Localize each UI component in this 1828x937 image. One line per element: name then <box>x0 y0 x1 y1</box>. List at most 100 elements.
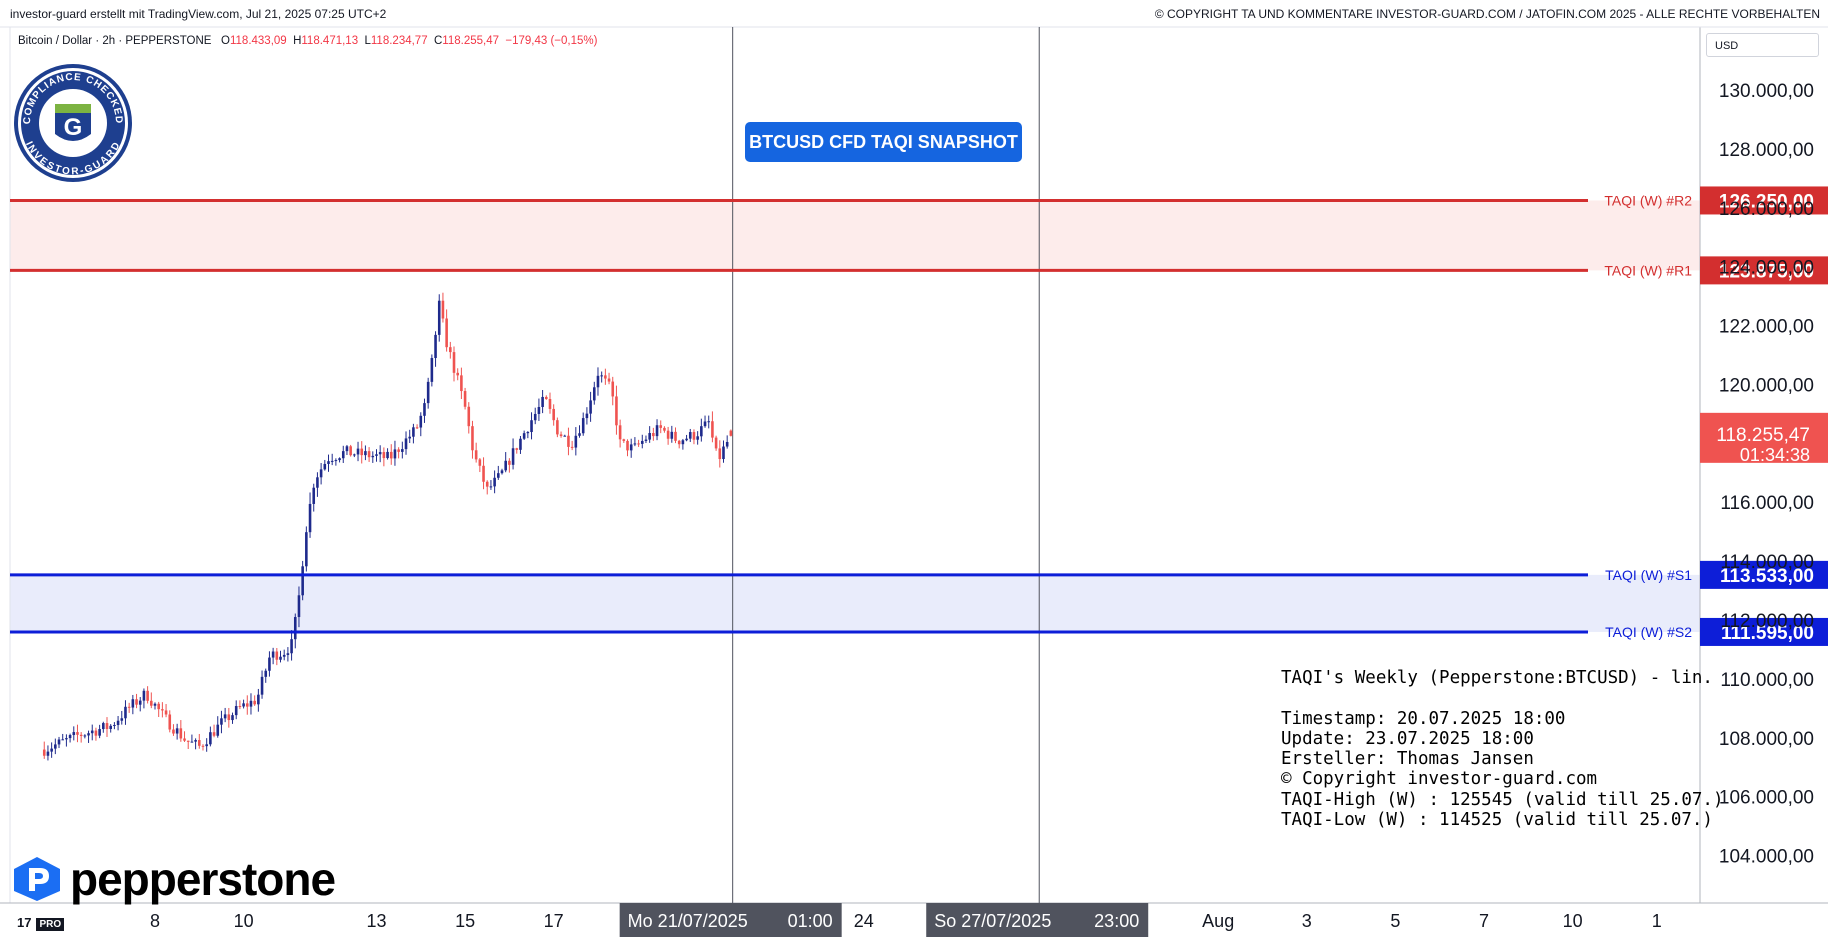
candle <box>179 720 183 742</box>
candle <box>530 412 533 440</box>
support-zone <box>10 574 1700 632</box>
time-axis[interactable]: 8 10 13 15 17 24 Aug 3 5 7 10 1 Mo 21/07/2025 01:00 So… <box>150 903 1662 937</box>
candle <box>626 439 629 457</box>
candle <box>412 423 415 444</box>
candle <box>105 717 109 737</box>
candle <box>297 586 301 628</box>
candle-body <box>548 399 552 409</box>
candle-body <box>338 458 341 461</box>
candle <box>54 738 57 755</box>
price-axis[interactable]: 104.000,00 106.000,00 108.000,00 110.000,00… <box>1700 81 1828 868</box>
candle-body <box>526 432 530 434</box>
candle <box>120 710 124 725</box>
candle-body <box>109 725 112 729</box>
candle <box>338 457 341 463</box>
candle-body <box>282 654 286 657</box>
candle <box>316 472 319 497</box>
candle-body <box>640 440 644 444</box>
candle-body <box>663 427 666 431</box>
candle-body <box>725 442 729 447</box>
candle-body <box>648 433 651 440</box>
candle <box>482 457 485 490</box>
candle <box>688 428 692 442</box>
time-tick-label: 3 <box>1302 911 1312 931</box>
currency-selector[interactable]: USD <box>1706 33 1819 57</box>
candle <box>146 686 149 704</box>
candle <box>65 734 68 747</box>
price-tick-label: 104.000,00 <box>1719 847 1814 868</box>
candle-body <box>482 465 485 482</box>
candle <box>393 440 397 466</box>
vertical-markers <box>732 27 1040 903</box>
candle-body <box>397 449 400 452</box>
candle <box>150 692 153 709</box>
candles <box>42 292 733 761</box>
candle <box>76 724 79 743</box>
candle-body <box>105 723 109 729</box>
candle <box>194 738 197 750</box>
candle <box>640 434 644 449</box>
candle-body <box>449 347 452 353</box>
candle-body <box>268 657 271 671</box>
candle-body <box>592 387 596 401</box>
candle <box>349 444 352 457</box>
candle <box>341 445 345 463</box>
price-tick-label: 130.000,00 <box>1719 81 1814 102</box>
level-price-label-s1: 113.533,00 <box>1720 566 1814 587</box>
candle <box>268 651 271 677</box>
candle <box>574 427 578 456</box>
candle-body <box>696 436 699 440</box>
brand-name: pepperstone <box>70 853 336 905</box>
candle-body <box>290 639 293 654</box>
candle <box>718 440 722 468</box>
candle-body <box>231 715 234 721</box>
candle-body <box>508 460 511 465</box>
candle-body <box>131 699 135 708</box>
candle <box>729 429 733 437</box>
price-tick-label: 122.000,00 <box>1719 317 1814 338</box>
ohlc-legend[interactable]: Bitcoin / Dollar · 2h · PEPPERSTONE O118… <box>18 35 597 47</box>
candle <box>231 712 234 724</box>
time-tick-label: Aug <box>1202 911 1234 931</box>
candle <box>533 407 537 425</box>
candle <box>205 738 208 752</box>
copyright-note: © COPYRIGHT TA UND KOMMENTARE INVESTOR-G… <box>1154 7 1820 21</box>
price-tick-label: 126.000,00 <box>1719 199 1814 220</box>
candle <box>615 385 618 435</box>
candle-body <box>79 734 83 737</box>
candle-body <box>452 352 456 373</box>
snapshot-button[interactable]: BTCUSD CFD TAQI SNAPSHOT <box>745 122 1022 162</box>
candle <box>585 407 589 425</box>
time-tick-label: 5 <box>1390 911 1400 931</box>
candle <box>652 427 655 441</box>
candle-body <box>308 503 312 533</box>
info-title: TAQI's Weekly (Pepperstone:BTCUSD) - lin… <box>1281 668 1713 688</box>
candle-body <box>116 720 120 726</box>
candle <box>460 367 463 400</box>
candle-body <box>633 443 637 445</box>
pepperstone-logo: pepperstone <box>10 853 336 905</box>
candle <box>441 292 445 323</box>
candle <box>46 745 50 761</box>
candle <box>201 744 205 751</box>
candle <box>722 440 725 463</box>
marker-date-badge <box>619 903 842 937</box>
candle-body <box>65 738 68 740</box>
candle <box>319 463 323 485</box>
candle <box>589 391 592 422</box>
tradingview-logo[interactable]: 17 PRO <box>12 915 65 931</box>
candle-body <box>87 733 90 736</box>
candle-body <box>76 732 79 735</box>
info-taqi-high: TAQI-High (W) : 125545 (valid till 25.07… <box>1281 789 1724 810</box>
candle-body <box>205 744 208 747</box>
candle-body <box>54 744 57 749</box>
time-tick-label: 7 <box>1479 911 1489 931</box>
candle-body <box>659 425 663 428</box>
candle <box>419 412 423 437</box>
candle <box>90 724 94 741</box>
candle-body <box>419 415 423 428</box>
marker-time-label: 23:00 <box>1094 911 1139 931</box>
marker-time-label: 01:00 <box>788 911 833 931</box>
candle-body <box>596 375 600 388</box>
